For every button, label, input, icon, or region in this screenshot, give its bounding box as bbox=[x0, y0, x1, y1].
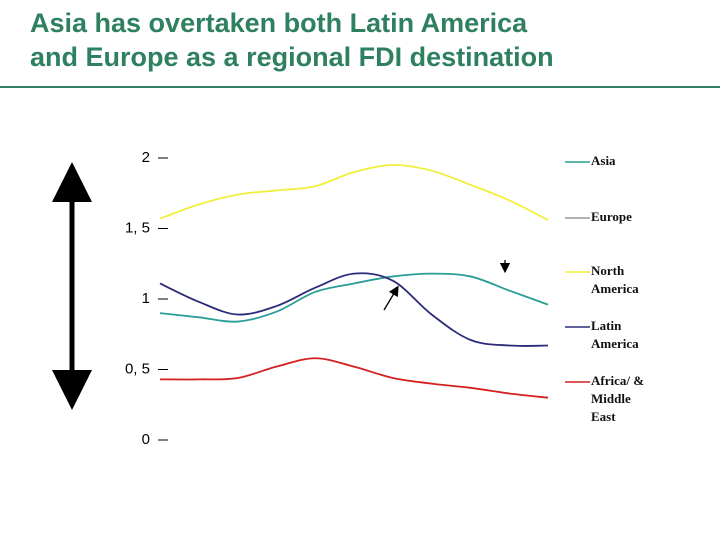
legend-label: America bbox=[591, 336, 639, 351]
pointer-arrow bbox=[383, 285, 399, 311]
series-line bbox=[159, 272, 549, 323]
legend-label: Asia bbox=[591, 153, 616, 168]
legend-label: America bbox=[591, 281, 639, 296]
legend-label: Europe bbox=[591, 209, 632, 224]
legend-label: Latin bbox=[591, 318, 622, 333]
series-line bbox=[159, 164, 549, 221]
chart-title: Asia has overtaken both Latin America and… bbox=[30, 8, 554, 72]
y-tick-label: 0, 5 bbox=[125, 360, 150, 377]
legend-label: North bbox=[591, 263, 625, 278]
legend-label: Middle bbox=[591, 391, 631, 406]
legend-label: East bbox=[591, 409, 616, 424]
legend-label: Africa/ & bbox=[591, 373, 644, 388]
series-line bbox=[159, 272, 549, 347]
y-tick-label: 1, 5 bbox=[125, 219, 150, 236]
y-tick-label: 2 bbox=[142, 149, 150, 166]
y-tick-label: 0 bbox=[142, 431, 150, 448]
series-line bbox=[159, 357, 549, 399]
y-tick-label: 1 bbox=[142, 290, 150, 307]
